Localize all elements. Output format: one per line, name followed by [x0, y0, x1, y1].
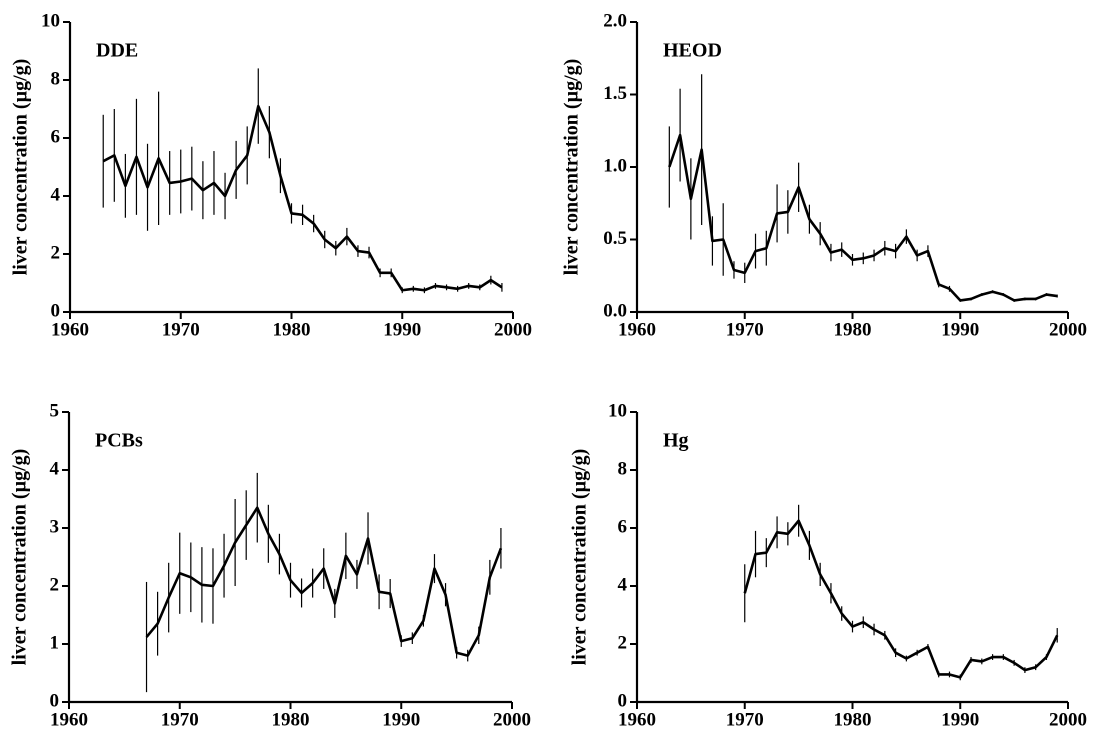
panel-title: DDE [96, 40, 138, 62]
y-tick-label: 5 [50, 400, 60, 421]
x-tick-label: 1960 [51, 319, 89, 340]
y-axis-label: liver concentration (µg/g) [569, 449, 591, 666]
x-tick-label: 1980 [272, 709, 310, 730]
y-tick-label: 2 [50, 574, 60, 595]
x-tick-label: 2000 [493, 709, 531, 730]
y-tick-label: 3 [50, 516, 60, 537]
y-tick-label: 1.5 [603, 83, 627, 104]
y-tick-label: 1 [50, 632, 60, 653]
data-line [668, 133, 1058, 302]
y-tick-label: 0.0 [603, 300, 627, 321]
y-tick-label: 0 [618, 690, 628, 711]
x-tick-label: 1990 [941, 709, 979, 730]
y-tick-label: 1.0 [603, 155, 627, 176]
y-tick-label: 2 [51, 242, 61, 263]
y-axis-label: liver concentration (µg/g) [561, 59, 583, 276]
x-tick-label: 2000 [1049, 319, 1087, 340]
y-tick-label: 4 [51, 184, 61, 205]
data-line [145, 506, 503, 657]
x-tick-label: 1990 [383, 319, 421, 340]
x-tick-label: 1980 [834, 319, 872, 340]
y-tick-label: 10 [608, 400, 627, 421]
y-tick-label: 2 [618, 632, 628, 653]
x-tick-label: 1960 [618, 709, 656, 730]
x-tick-label: 1970 [726, 319, 764, 340]
y-tick-label: 0.5 [603, 228, 627, 249]
x-tick-label: 1970 [161, 709, 199, 730]
panel-title: PCBs [95, 430, 143, 452]
x-tick-label: 1980 [273, 319, 311, 340]
data-line [102, 104, 503, 292]
panel-title: Hg [663, 430, 689, 452]
y-axis-label: liver concentration (µg/g) [10, 59, 32, 276]
y-tick-label: 6 [618, 516, 628, 537]
x-tick-label: 1970 [162, 319, 200, 340]
y-tick-label: 4 [618, 574, 628, 595]
y-tick-label: 0 [50, 690, 60, 711]
x-tick-label: 1960 [618, 319, 656, 340]
y-tick-label: 6 [51, 126, 61, 147]
data-line [743, 519, 1059, 679]
x-tick-label: 1960 [50, 709, 88, 730]
y-tick-label: 8 [51, 68, 61, 89]
x-tick-label: 2000 [1049, 709, 1087, 730]
y-axis-label: liver concentration (µg/g) [9, 449, 31, 666]
y-tick-label: 2.0 [603, 10, 627, 31]
x-tick-label: 2000 [494, 319, 532, 340]
panel-title: HEOD [663, 40, 722, 62]
y-tick-label: 0 [51, 300, 61, 321]
y-tick-label: 8 [618, 458, 628, 479]
y-tick-label: 10 [41, 10, 60, 31]
x-tick-label: 1990 [941, 319, 979, 340]
x-tick-label: 1980 [834, 709, 872, 730]
x-tick-label: 1990 [382, 709, 420, 730]
x-tick-label: 1970 [726, 709, 764, 730]
y-tick-label: 4 [50, 458, 60, 479]
